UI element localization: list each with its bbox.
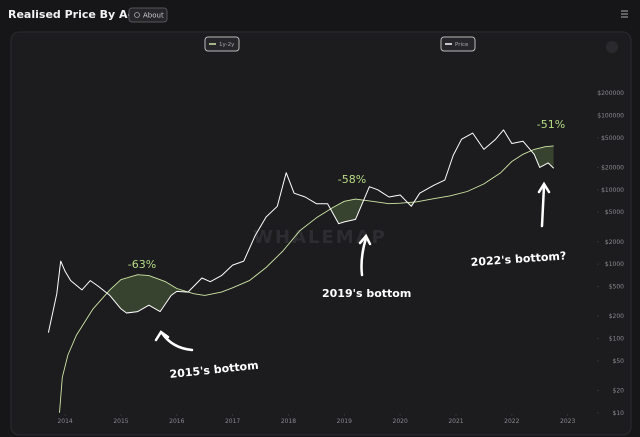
annotation: -63% [128,258,156,271]
y-tick-label: $1000 [605,261,624,268]
legend-item[interactable]: 1y-2y [204,36,240,52]
arrows [154,181,551,352]
legend-box [204,36,240,52]
legend-label: 1y-2y [219,42,235,48]
y-tick-label: $50000 [601,135,624,142]
y-tick-label: $100000 [597,112,624,119]
series-line [59,145,554,413]
x-tick-label: 2023 [560,418,575,425]
y-tick-label: $5000 [605,209,624,216]
x-tick-label: 2015 [113,418,128,425]
info-icon [134,12,140,18]
series-line [47,129,555,333]
about-label[interactable]: About [143,12,164,20]
x-tick-label: 2020 [393,418,408,425]
x-tick-label: 2014 [57,418,72,425]
about-button[interactable] [128,7,168,23]
y-tick-label: $20 [613,387,625,394]
y-tick-label: $500 [609,284,624,291]
view-toggle[interactable] [606,41,618,53]
annotation: 2019's bottom [322,287,411,300]
y-tick-label: $50 [613,358,625,365]
y-tick-label: $100 [609,335,624,342]
legend-label: Price [455,42,469,48]
annotation: -51% [537,118,565,131]
page-title: Realised Price By Age [8,8,143,21]
legend-box [440,36,476,52]
annotation: -58% [338,173,366,186]
x-tick-label: 2019 [337,418,352,425]
x-tick-label: 2018 [281,418,296,425]
x-tick-label: 2022 [504,418,519,425]
x-tick-label: 2021 [448,418,463,425]
x-tick-label: 2016 [169,418,184,425]
y-tick-label: $10 [613,410,625,417]
menu-icon[interactable] [621,10,628,18]
y-tick-label: $2000 [605,239,624,246]
y-tick-label: $200 [609,313,624,320]
y-tick-label: $20000 [601,164,624,171]
y-tick-label: $10000 [601,187,624,194]
watermark: WHALEMAP [253,227,387,248]
y-tick-label: $200000 [597,90,624,97]
legend-item[interactable]: Price [440,36,476,52]
x-tick-label: 2017 [225,418,240,425]
